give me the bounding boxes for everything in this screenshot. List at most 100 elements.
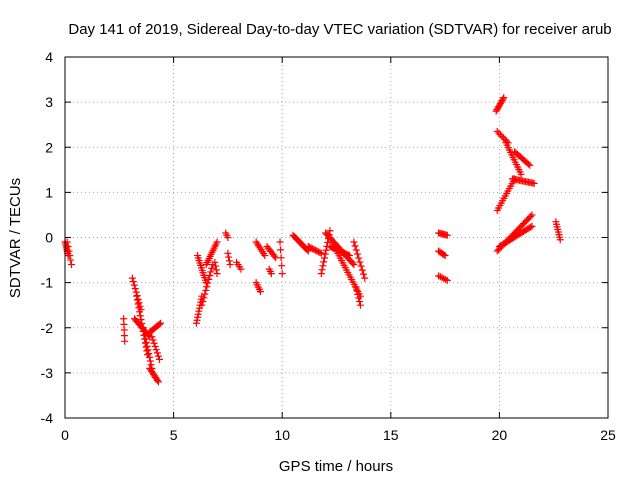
y-tick-label: 2 (45, 139, 53, 155)
data-point (317, 249, 325, 257)
data-point (277, 254, 285, 262)
data-point (352, 283, 360, 291)
data-point (204, 279, 212, 287)
data-point (524, 160, 532, 168)
data-point (361, 274, 369, 282)
data-point (500, 94, 508, 102)
data-point (494, 104, 502, 112)
data-point (256, 288, 264, 296)
data-point (317, 270, 325, 278)
data-point (440, 251, 448, 259)
data-point (155, 355, 163, 363)
data-point (527, 212, 535, 220)
data-point (68, 261, 76, 269)
y-tick-label: 1 (45, 184, 53, 200)
data-point (142, 335, 150, 343)
data-point (144, 346, 152, 354)
data-point (213, 270, 221, 278)
data-point (277, 246, 285, 254)
data-point (208, 264, 216, 272)
data-point (133, 296, 141, 304)
data-points (61, 94, 564, 386)
data-point (148, 333, 156, 341)
data-point (324, 238, 332, 246)
data-point (349, 259, 357, 267)
data-point (146, 353, 154, 361)
data-point (322, 246, 330, 254)
data-point (193, 316, 201, 324)
data-point (153, 376, 161, 384)
data-point (496, 131, 504, 139)
data-point (130, 281, 138, 289)
data-point (443, 276, 451, 284)
data-point (528, 211, 536, 219)
data-point (203, 283, 211, 291)
data-point (441, 252, 449, 260)
data-point (143, 342, 151, 350)
data-point (517, 170, 525, 178)
data-point (501, 136, 509, 144)
data-point (129, 278, 137, 286)
data-point (356, 298, 364, 306)
data-point (198, 301, 206, 309)
data-point (138, 320, 146, 328)
y-tick-label: -1 (41, 275, 54, 291)
data-point (495, 129, 503, 137)
data-point (530, 179, 538, 187)
data-point (153, 349, 161, 357)
data-point (261, 252, 269, 260)
data-point (276, 238, 284, 246)
data-point (353, 287, 361, 295)
data-point (556, 236, 564, 244)
data-point (355, 294, 363, 302)
data-point (350, 238, 358, 246)
data-point (355, 254, 363, 262)
x-axis-label: GPS time / hours (279, 458, 393, 475)
data-point (493, 127, 501, 135)
y-tick-label: -4 (41, 410, 54, 426)
data-point (224, 234, 232, 241)
data-point (360, 270, 368, 278)
data-point (154, 352, 162, 360)
data-point (495, 103, 503, 111)
data-point (320, 258, 328, 266)
x-tick-label: 20 (492, 427, 508, 443)
data-point (496, 101, 504, 109)
y-tick-label: -3 (41, 365, 54, 381)
data-point (497, 98, 505, 106)
data-point (151, 342, 159, 350)
data-point (267, 270, 275, 278)
x-tick-label: 5 (170, 427, 178, 443)
data-point (67, 256, 75, 264)
data-point (354, 290, 362, 298)
data-point (139, 324, 147, 332)
data-point (142, 339, 150, 347)
x-tick-label: 25 (600, 427, 616, 443)
data-point (149, 336, 157, 344)
data-point (212, 262, 220, 270)
data-point (121, 337, 129, 345)
data-point (194, 310, 202, 318)
data-point (192, 319, 200, 327)
data-point (492, 107, 500, 115)
data-point (316, 249, 324, 257)
data-point (135, 304, 143, 312)
data-point (65, 247, 73, 255)
data-point (326, 227, 334, 235)
data-point (137, 316, 145, 324)
data-point (352, 246, 360, 254)
data-point (154, 378, 162, 386)
data-point (225, 253, 233, 261)
data-point (136, 308, 144, 316)
data-point (64, 243, 72, 251)
data-point (150, 339, 158, 347)
data-point (226, 261, 234, 269)
data-point (237, 265, 245, 273)
data-point (207, 268, 215, 276)
data-point (141, 331, 149, 339)
data-point (493, 106, 501, 114)
data-point (353, 250, 361, 258)
y-tick-label: 4 (45, 49, 53, 65)
data-point (496, 100, 504, 108)
